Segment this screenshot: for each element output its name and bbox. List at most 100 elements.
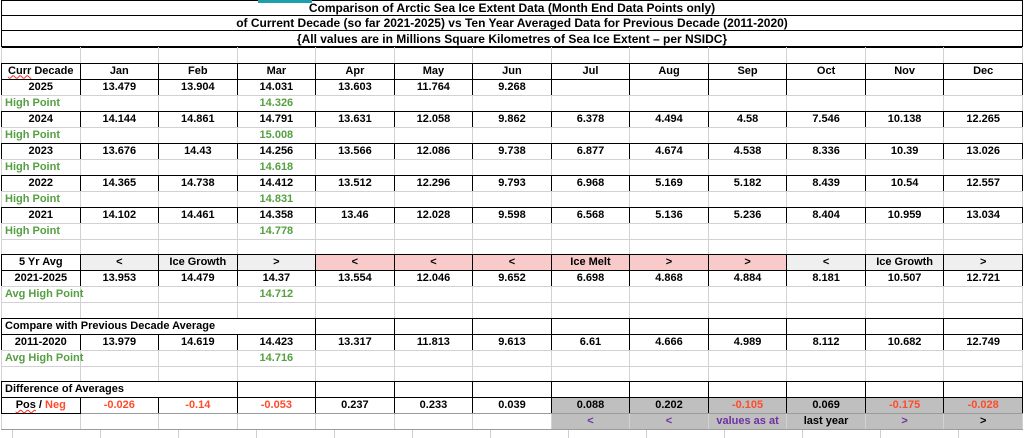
high-point-label[interactable]: High Point [1,127,81,144]
high-point-aug[interactable] [629,223,709,240]
high-point-nov[interactable] [864,223,945,240]
high-point-nov[interactable] [864,159,945,176]
month-header-may[interactable]: May [393,63,474,80]
season-indicator-apr[interactable]: < [315,254,395,271]
high-point-may[interactable] [393,159,474,176]
high-point-sep[interactable] [707,191,788,208]
cell-2024-jul[interactable]: 6.378 [550,111,631,128]
high-point-jun[interactable] [472,350,552,367]
high-point-sep[interactable] [707,286,788,303]
month-header-mar[interactable]: Mar [236,63,317,80]
spacer-cell[interactable] [1,47,81,64]
cell-2021-may[interactable]: 12.028 [393,207,474,224]
high-point-sep[interactable] [707,95,788,112]
cell-2022-dec[interactable]: 12.557 [943,175,1023,192]
high-point-dec[interactable] [943,223,1023,240]
empty-cell[interactable] [315,318,395,335]
high-point-aug[interactable] [629,191,709,208]
cell-2023-dec[interactable]: 13.026 [943,143,1023,160]
spacer-cell[interactable] [393,302,474,319]
empty-cell[interactable] [393,318,474,335]
cell-2011-2020-jul[interactable]: 6.61 [550,334,631,351]
spacer-cell[interactable] [315,239,395,255]
high-point-aug[interactable] [629,286,709,303]
empty-cell[interactable] [472,318,552,335]
cell-2021-2025-mar[interactable]: 14.37 [236,270,317,287]
high-point-may[interactable] [393,223,474,240]
high-point-may[interactable] [393,95,474,112]
high-point-feb[interactable] [158,95,238,112]
high-point-aug[interactable] [629,159,709,176]
spacer-cell[interactable] [629,47,709,64]
cell-2024-may[interactable]: 12.058 [393,111,474,128]
spacer-cell[interactable] [472,239,552,255]
high-point-label[interactable]: High Point [1,95,81,112]
high-point-nov[interactable] [864,350,945,367]
high-point-mar[interactable]: 14.326 [236,95,317,112]
season-indicator-nov[interactable]: Ice Growth [864,254,945,271]
high-point-jul[interactable] [550,95,631,112]
cell-2011-2020-oct[interactable]: 8.112 [786,334,866,351]
cell-2021-dec[interactable]: 13.034 [943,207,1023,224]
cell-2021-2025-sep[interactable]: 4.884 [707,270,788,287]
high-point-may[interactable] [393,127,474,144]
spacer-cell[interactable] [158,302,238,319]
row-label-2011-2020[interactable]: 2011-2020 [1,334,81,351]
cell-2022-nov[interactable]: 10.54 [864,175,945,192]
high-point-feb[interactable] [158,286,238,303]
high-point-oct[interactable] [786,159,866,176]
high-point-oct[interactable] [786,127,866,144]
empty-cell[interactable] [315,381,395,398]
high-point-jun[interactable] [472,95,552,112]
difference-aug[interactable]: 0.202 [629,397,709,414]
empty-cell[interactable] [707,318,788,335]
spacer-cell[interactable] [864,302,945,319]
difference-oct[interactable]: 0.069 [786,397,866,414]
cell-2024-nov[interactable]: 10.138 [864,111,945,128]
empty-cell[interactable] [864,318,945,335]
high-point-mar[interactable]: 14.778 [236,223,317,240]
season-indicator-jul[interactable]: Ice Melt [550,254,631,271]
season-indicator-dec[interactable]: > [943,254,1023,271]
high-point-nov[interactable] [864,95,945,112]
spacer-cell[interactable] [79,47,160,64]
month-header-apr[interactable]: Apr [315,63,395,80]
high-point-jan[interactable] [79,159,160,176]
difference-jan[interactable]: -0.026 [79,397,160,414]
empty-cell[interactable] [236,381,317,398]
high-point-apr[interactable] [315,350,395,367]
cell-2021-2025-aug[interactable]: 4.868 [629,270,709,287]
note-apr[interactable] [315,413,395,430]
cell-2024-dec[interactable]: 12.265 [943,111,1023,128]
high-point-mar[interactable]: 14.712 [236,286,317,303]
cell-2021-2025-nov[interactable]: 10.507 [864,270,945,287]
high-point-apr[interactable] [315,95,395,112]
cell-2025-feb[interactable]: 13.904 [158,79,238,96]
season-indicator-mar[interactable]: > [236,254,317,271]
empty-cell[interactable] [1,413,81,430]
note-jun[interactable] [472,413,552,430]
high-point-dec[interactable] [943,127,1023,144]
high-point-oct[interactable] [786,191,866,208]
high-point-feb[interactable] [158,127,238,144]
spacer-cell[interactable] [550,302,631,319]
cell-2022-apr[interactable]: 13.512 [315,175,395,192]
spacer-cell[interactable] [472,366,552,382]
cell-2025-jun[interactable]: 9.268 [472,79,552,96]
high-point-dec[interactable] [943,95,1023,112]
spacer-cell[interactable] [943,47,1023,64]
cell-2011-2020-feb[interactable]: 14.619 [158,334,238,351]
month-header-nov[interactable]: Nov [864,63,945,80]
cell-2023-jan[interactable]: 13.676 [79,143,160,160]
cell-2022-feb[interactable]: 14.738 [158,175,238,192]
high-point-aug[interactable] [629,350,709,367]
spacer-cell[interactable] [315,366,395,382]
row-label-2024[interactable]: 2024 [1,111,81,128]
high-point-nov[interactable] [864,191,945,208]
high-point-dec[interactable] [943,159,1023,176]
season-indicator-may[interactable]: < [393,254,474,271]
spacer-cell[interactable] [236,302,317,319]
spacer-cell[interactable] [472,302,552,319]
difference-sep[interactable]: -0.105 [707,397,788,414]
high-point-jan[interactable] [79,223,160,240]
